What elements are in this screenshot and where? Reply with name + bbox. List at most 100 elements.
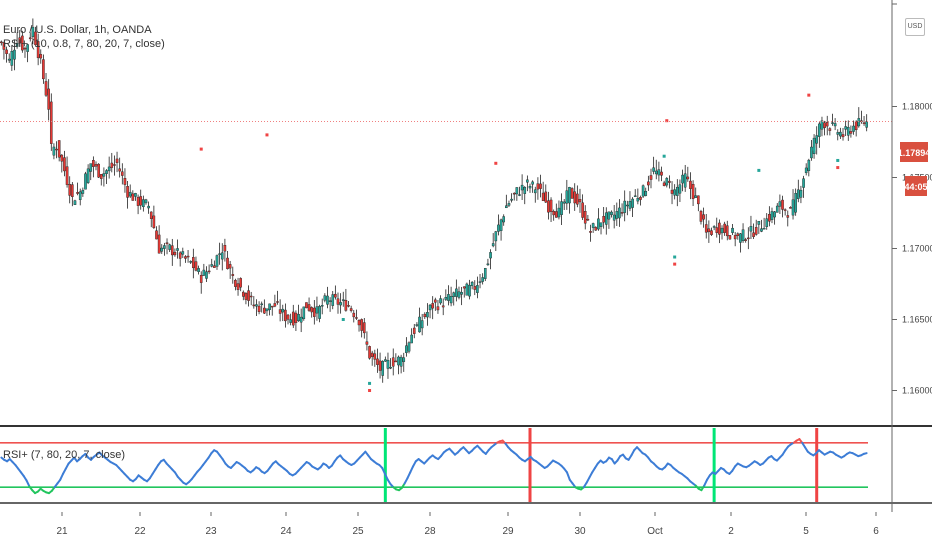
candle-body	[683, 173, 687, 188]
candle-body	[144, 199, 148, 204]
candle-body	[313, 307, 316, 317]
candle-body	[502, 216, 506, 223]
candle-body	[289, 319, 292, 323]
candle-body	[23, 47, 27, 50]
candle-body	[128, 191, 132, 197]
candle-body	[702, 214, 705, 220]
candle-body	[544, 191, 548, 203]
candle-body	[397, 356, 400, 366]
candle-body	[670, 189, 674, 194]
candle-body	[163, 245, 166, 249]
candle-body	[226, 257, 229, 270]
candle-body	[641, 185, 645, 197]
y-tick-label: 1.18000	[902, 102, 932, 112]
candle-body	[107, 166, 111, 172]
sell-signal-marker	[368, 389, 372, 392]
candle-body	[278, 309, 282, 314]
candle-body	[681, 174, 684, 184]
candle-body	[765, 218, 769, 227]
candle-body	[68, 184, 72, 196]
symbol-title[interactable]: Euro / U.S. Dollar, 1h, OANDA	[3, 24, 152, 36]
candle-body	[455, 288, 458, 297]
candle-body	[739, 233, 742, 243]
candle-body	[478, 281, 482, 283]
candle-body	[152, 215, 156, 228]
candle-body	[789, 207, 792, 209]
candle-body	[31, 26, 35, 37]
candle-body	[807, 159, 811, 171]
candle-body	[55, 148, 58, 151]
candle-body	[799, 189, 803, 198]
candle-body	[60, 154, 64, 162]
candle-body	[644, 191, 648, 196]
y-tick-label: 1.16500	[902, 315, 932, 325]
currency-button[interactable]: USD	[905, 18, 925, 36]
candle-body	[428, 304, 432, 311]
candle-body	[389, 367, 392, 369]
candle-body	[747, 237, 750, 240]
x-tick-label: 23	[205, 526, 217, 537]
candle-body	[662, 182, 666, 186]
candle-body	[334, 293, 337, 298]
candle-body	[76, 192, 79, 194]
candle-body	[344, 300, 348, 311]
candle-body	[576, 193, 579, 205]
candle-body	[89, 163, 93, 172]
candle-body	[320, 305, 324, 307]
candle-body	[381, 361, 385, 376]
candle-body	[302, 306, 306, 319]
buy-signal-marker	[812, 147, 816, 151]
candle-body	[365, 341, 369, 345]
candle-body	[591, 223, 595, 228]
candle-body	[589, 231, 592, 233]
candle-body	[473, 286, 477, 290]
candle-body	[757, 221, 761, 225]
candle-body	[741, 229, 745, 242]
candle-body	[47, 88, 50, 110]
candle-body	[13, 49, 16, 60]
candle-body	[533, 189, 537, 194]
last-price-label: 1.17894	[898, 148, 931, 158]
x-tick-label: 5	[803, 526, 809, 537]
candle-body	[549, 199, 553, 212]
buy-signal-marker	[836, 158, 840, 162]
candle-body	[213, 265, 216, 268]
candle-body	[7, 58, 11, 61]
candle-body	[578, 199, 582, 203]
candle-body	[260, 303, 264, 306]
candle-body	[105, 170, 108, 174]
buy-signal-marker	[341, 318, 345, 321]
candle-body	[839, 131, 842, 137]
buy-signal-marker	[662, 154, 666, 158]
indicator-title[interactable]: RSI+ (10, 0.8, 7, 80, 20, 7, close)	[3, 38, 165, 50]
candle-body	[263, 307, 266, 314]
candle-body	[181, 251, 185, 255]
rsi-pane	[0, 428, 868, 502]
candle-body	[2, 42, 6, 50]
candle-body	[26, 44, 29, 52]
candle-body	[728, 235, 732, 240]
candle-body	[507, 203, 511, 206]
candle-body	[604, 212, 608, 225]
candle-body	[418, 316, 421, 333]
x-tick-label: 25	[352, 526, 364, 537]
candle-body	[818, 123, 821, 137]
candle-body	[815, 135, 819, 144]
candle-body	[276, 301, 279, 303]
candle-body	[81, 189, 85, 194]
candle-body	[207, 270, 211, 273]
candle-body	[270, 305, 274, 308]
candle-body	[131, 193, 135, 201]
time-axis[interactable]: 21 22 23 24 25 28 29 30 Oct 2 5 6	[56, 512, 879, 537]
candle-body	[831, 122, 834, 124]
candle-body	[512, 192, 516, 195]
candle-body	[415, 324, 419, 326]
candle-body	[34, 31, 37, 46]
candle-body	[718, 222, 721, 235]
y-tick-label: 1.16000	[902, 386, 932, 396]
candle-body	[255, 304, 258, 307]
rsi-pane-title[interactable]: RSI+ (7, 80, 20, 7, close)	[3, 449, 125, 461]
candle-body	[394, 360, 398, 363]
